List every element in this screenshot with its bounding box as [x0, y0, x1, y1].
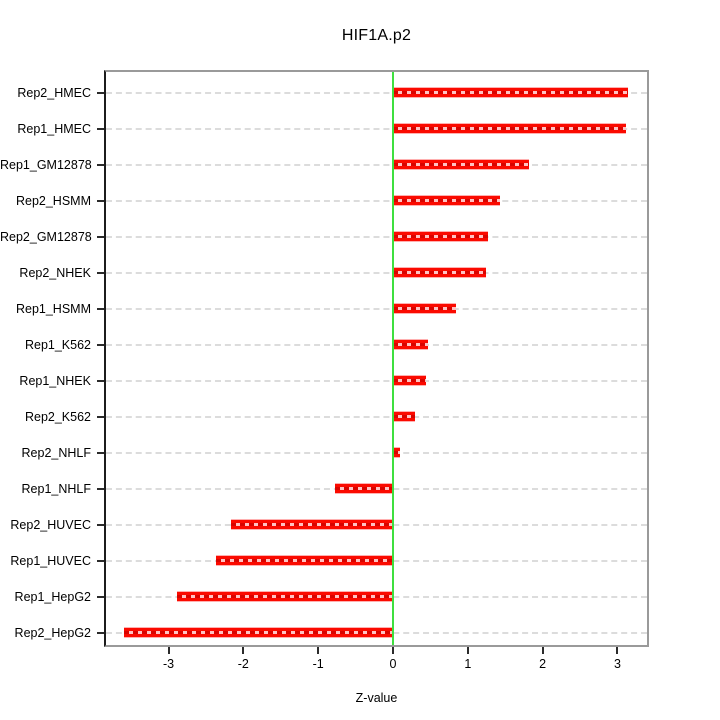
bar-dash-pattern — [393, 235, 489, 239]
y-axis-tick — [97, 559, 104, 562]
gridline — [106, 235, 647, 238]
chart-title: HIF1A.p2 — [341, 27, 412, 44]
gridline — [106, 451, 647, 454]
x-tick-label-neg1: -1 — [312, 657, 324, 671]
bar-dash-pattern — [393, 127, 627, 131]
x-axis-tick — [466, 647, 469, 654]
y-tick-label-rep1-k562: Rep1_K562 — [24, 337, 91, 352]
y-axis-tick — [97, 127, 104, 130]
bar-rep2-nhek — [393, 267, 486, 279]
y-tick-label-rep2-gm12878: Rep2_GM12878 — [0, 229, 92, 244]
bar-rep2-hepg2 — [123, 627, 393, 639]
gridline — [106, 199, 647, 202]
bar-dash-pattern — [393, 163, 530, 167]
plot-area — [104, 70, 649, 647]
bar-rep2-hsmm — [393, 195, 500, 207]
gridline — [106, 307, 647, 310]
bar-dash-pattern — [123, 631, 393, 635]
bar-rep1-hepg2 — [177, 591, 393, 603]
bar-rep2-huvec — [230, 519, 393, 531]
gridline — [106, 379, 647, 382]
x-axis-tick — [317, 647, 320, 654]
bar-rep1-nhlf — [334, 483, 393, 495]
y-axis-tick — [97, 271, 104, 274]
zero-reference-line — [392, 72, 394, 645]
y-tick-label-rep2-huvec: Rep2_HUVEC — [10, 517, 91, 532]
x-axis-title: Z-value — [355, 691, 398, 705]
y-axis-tick — [97, 343, 104, 346]
y-tick-label-rep2-hsmm: Rep2_HSMM — [15, 193, 91, 208]
bar-rep1-huvec — [216, 555, 393, 567]
bar-rep2-gm12878 — [393, 231, 489, 243]
y-tick-label-rep1-gm12878: Rep1_GM12878 — [0, 157, 92, 172]
bar-rep2-k562 — [393, 411, 415, 423]
y-axis-tick — [97, 415, 104, 418]
y-tick-label-rep1-hmec: Rep1_HMEC — [17, 121, 91, 136]
y-tick-label-rep1-hepg2: Rep1_HepG2 — [14, 589, 91, 604]
bar-rep1-hsmm — [393, 303, 456, 315]
x-tick-label-1: 1 — [464, 657, 472, 671]
y-tick-label-rep2-k562: Rep2_K562 — [24, 409, 91, 424]
bar-rep1-nhek — [393, 375, 426, 387]
bar-dash-pattern — [334, 487, 393, 491]
x-axis-tick — [541, 647, 544, 654]
gridline — [106, 343, 647, 346]
bar-dash-pattern — [393, 451, 400, 455]
y-tick-label-rep2-nhek: Rep2_NHEK — [19, 265, 91, 280]
bar-dash-pattern — [393, 199, 500, 203]
y-axis-tick — [97, 631, 104, 634]
bar-rep1-k562 — [393, 339, 429, 351]
y-axis-tick — [97, 91, 104, 94]
y-tick-label-rep1-hsmm: Rep1_HSMM — [15, 301, 91, 316]
bar-dash-pattern — [393, 91, 628, 95]
gridline — [106, 163, 647, 166]
x-axis-tick — [167, 647, 170, 654]
bar-dash-pattern — [230, 523, 393, 527]
x-tick-label-0: 0 — [389, 657, 397, 671]
y-axis-tick — [97, 379, 104, 382]
bar-dash-pattern — [177, 595, 393, 599]
bar-rep2-nhlf — [393, 447, 400, 459]
bar-dash-pattern — [393, 271, 486, 275]
x-tick-label-neg2: -2 — [237, 657, 249, 671]
x-tick-label-neg3: -3 — [162, 657, 175, 671]
bar-dash-pattern — [393, 343, 429, 347]
y-tick-label-rep1-nhek: Rep1_NHEK — [19, 373, 91, 388]
x-axis-tick — [392, 647, 394, 654]
y-axis-tick — [97, 523, 104, 526]
y-axis-tick — [97, 163, 104, 166]
y-axis-tick — [97, 199, 104, 202]
y-tick-label-rep2-hmec: Rep2_HMEC — [17, 85, 91, 100]
x-axis-tick — [616, 647, 619, 654]
y-axis-tick — [97, 307, 104, 310]
x-tick-label-3: 3 — [614, 657, 621, 671]
y-tick-label-rep1-nhlf: Rep1_NHLF — [21, 481, 91, 496]
x-axis-tick — [242, 647, 245, 654]
bar-rep1-gm12878 — [393, 159, 530, 171]
gridline — [106, 127, 647, 130]
bar-dash-pattern — [393, 415, 415, 419]
y-tick-label-rep1-huvec: Rep1_HUVEC — [10, 553, 91, 568]
y-axis-tick — [97, 595, 104, 598]
y-tick-label-rep2-hepg2: Rep2_HepG2 — [14, 625, 91, 640]
bar-dash-pattern — [216, 559, 393, 563]
bar-rep1-hmec — [393, 123, 627, 135]
y-tick-label-rep2-nhlf: Rep2_NHLF — [21, 445, 91, 460]
y-axis-tick — [97, 235, 104, 238]
gridline — [106, 91, 647, 94]
gridline — [106, 271, 647, 274]
bar-rep2-hmec — [393, 87, 628, 99]
bar-dash-pattern — [393, 379, 426, 383]
x-tick-label-2: 2 — [539, 657, 547, 671]
y-axis-tick — [97, 487, 104, 490]
y-axis-tick — [97, 451, 104, 454]
bar-dash-pattern — [393, 307, 456, 311]
gridline — [106, 415, 647, 418]
